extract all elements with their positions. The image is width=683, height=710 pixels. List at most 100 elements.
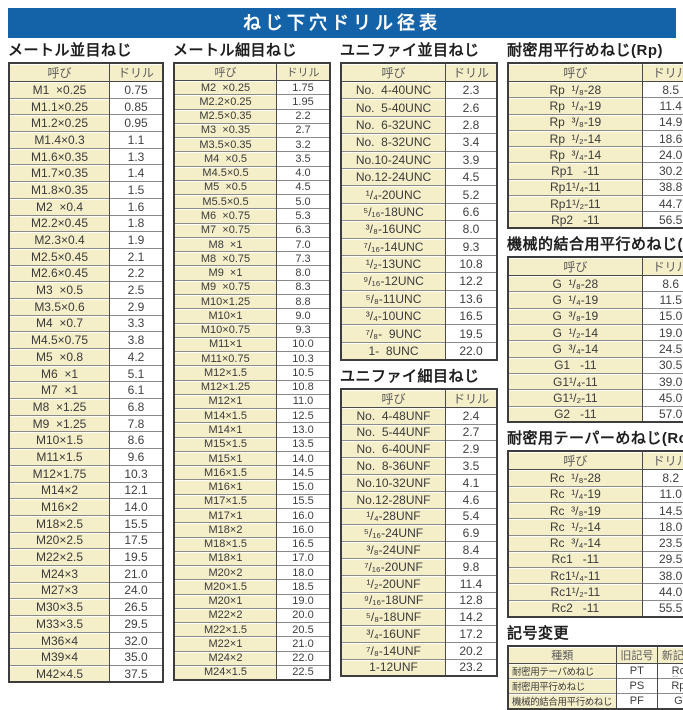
thread-name-cell: Rp ³/₄-14 [508,146,643,163]
table-row: M30×3.5 26.5 [9,598,163,616]
thread-name-cell: M1.2×0.25 [9,114,110,132]
thread-name-cell: M4 ×0.5 [174,151,277,167]
column-header-drill: ドリル [445,388,497,408]
thread-name-cell: M3 ×0.5 [9,281,110,299]
thread-name-cell: No. 6-40UNF [341,440,446,458]
thread-name-cell: M1.8×0.35 [9,181,110,199]
drill-value-cell: 13.5 [276,436,330,452]
thread-name-cell: ⁵/₁₆-24UNF [341,524,446,542]
thread-name-cell: No.12-24UNC [341,167,446,186]
drill-value-cell: 1.1 [109,131,163,149]
table-row: 耐密用平行めねじPSRp [508,677,683,694]
thread-name-cell: M11×1.5 [9,448,110,466]
drill-value-cell: 17.0 [276,550,330,566]
table-row: G1 -11 30.5 [508,356,683,374]
thread-name-cell: M36×4 [9,631,110,649]
table-row: Rp2 -11 56.5 [508,211,683,229]
thread-name-cell: Rc ¹/₂-14 [508,518,643,536]
thread-name-cell: ³/₄-16UNF [341,625,446,643]
column-header-name: 呼び [508,62,643,82]
drill-value-cell: 14.0 [109,498,163,516]
table-row: Rc1¹/₄-11 38.0 [508,567,683,584]
drill-value-cell: 21.0 [276,636,330,652]
table-body: Rc ¹/₈-28 8.2 Rc ¹/₄-19 11.0 Rc ³/₈-19 14.5 Rc… [508,469,683,617]
drill-value-cell: Rp [657,677,683,694]
thread-name-cell: M18×1 [174,550,277,566]
table-row: G1¹/₄-11 39.0 [508,372,683,390]
table-row: ⁷/₈- 9UNC 19.5 [341,324,497,343]
drill-value-cell: 13.0 [276,422,330,438]
table-row: No. 8-32UNC 3.4 [341,133,497,152]
thread-name-cell: ³/₈-16UNC [341,220,446,239]
drill-value-cell: 3.2 [276,137,330,152]
section-title: 耐密用テーパーめねじ(Rc) [507,430,683,448]
drill-value-cell: 12.2 [445,272,497,291]
thread-name-cell: Rp1¹/₄-11 [508,178,643,196]
table-row: M11×1.5 9.6 [9,448,163,466]
drill-value-cell: 26.5 [109,598,163,616]
table-row: ¹/₄-20UNC 5.2 [341,185,497,204]
drill-value-cell: 10.8 [445,254,497,273]
thread-name-cell: ¹/₄-20UNC [341,185,446,204]
thread-name-cell: M12×1.75 [9,464,110,482]
thread-name-cell: M8 ×0.75 [174,251,277,266]
thread-name-cell: 機械的結合用平行めねじ [508,692,617,709]
table-row: ³/₄-16UNF 17.2 [341,625,497,643]
drill-value-cell: 23.2 [445,658,497,676]
drill-value-cell: 3.3 [109,314,163,332]
section-unified-coarse: ユニファイ並目ねじ 呼び ドリル No. 4-40UNC 2.3 No. 5-40U… [340,42,498,361]
drill-value-cell: 21.0 [109,564,163,583]
thread-name-cell: M2.2×0.45 [9,214,110,232]
thread-name-cell: G1¹/₄-11 [508,372,643,390]
table-row: M18×1.5 16.5 [174,536,330,552]
thread-name-cell: M6 ×1 [9,364,110,382]
thread-name-cell: Rc1 -11 [508,550,643,568]
thread-name-cell: M1.7×0.35 [9,164,110,182]
table-row: M17×1.5 15.5 [174,493,330,509]
thread-name-cell: No.10-24UNC [341,150,446,169]
table-row: Rc2 -11 55.5 [508,599,683,617]
thread-name-cell: Rp1¹/₂-11 [508,195,643,212]
unified-coarse-table: 呼び ドリル No. 4-40UNC 2.3 No. 5-40UNC 2.6 No. 6… [340,62,498,361]
thread-name-cell: Rc ³/₄-14 [508,534,643,552]
thread-name-cell: No. 4-48UNF [341,406,446,425]
thread-name-cell: M17×1.5 [174,493,277,509]
drill-value-cell: 24.5 [642,340,683,358]
drill-value-cell: 14.5 [642,501,683,519]
table-row: M14×2 12.1 [9,481,163,499]
thread-name-cell: Rc ³/₈-19 [508,501,643,519]
thread-name-cell: No. 8-32UNC [341,133,446,152]
drill-value-cell: 12.1 [109,481,163,499]
table-row: M3.5×0.35 3.2 [174,137,330,152]
table-row: Rp1 -11 30.2 [508,162,683,180]
thread-name-cell: M3.5×0.6 [9,297,110,316]
thread-name-cell: M10×1.5 [9,431,110,449]
drill-value-cell: 19.5 [445,324,497,343]
drill-value-cell: 38.0 [642,567,683,584]
table-row: M2.3×0.4 1.9 [9,231,163,249]
drill-value-cell: 14.2 [445,608,497,626]
page-title: ねじ下穴ドリル径表 [8,8,676,38]
table-body: M2 ×0.25 1.75 M2.2×0.25 1.95 M2.5×0.35 2.2 M3 … [174,79,330,680]
column-header-drill: ドリル [642,256,683,277]
table-row: No. 4-48UNF 2.4 [341,406,497,425]
thread-name-cell: 1- 8UNC [341,341,446,360]
thread-name-cell: M24×1.5 [174,664,277,680]
drill-value-cell: 10.3 [276,351,330,366]
section-metric-coarse: メートル並目ねじ 呼び ドリル M1 ×0.25 0.75 M1.1×0.25 0.8… [8,42,164,684]
thread-name-cell: M6 ×0.75 [174,208,277,224]
thread-name-cell: M8 ×1.25 [9,398,110,416]
drill-value-cell: 55.5 [642,599,683,617]
table-row: M24×2 22.0 [174,650,330,666]
table-row: Rc ¹/₄-19 11.0 [508,485,683,503]
table-row: G ¹/₈-28 8.6 [508,275,683,292]
thread-name-cell: ⁵/₈-11UNC [341,289,446,308]
table-row: ⁷/₈-14UNF 20.2 [341,641,497,660]
thread-name-cell: M14×2 [9,481,110,499]
header-row: 種類 旧記号 新記号 [508,645,683,664]
drill-value-cell: 37.5 [109,665,163,683]
drill-value-cell: 9.3 [445,237,497,256]
thread-name-cell: Rc1¹/₄-11 [508,567,643,584]
drill-value-cell: 8.0 [276,265,330,281]
table-row: No.12-24UNC 4.5 [341,167,497,186]
